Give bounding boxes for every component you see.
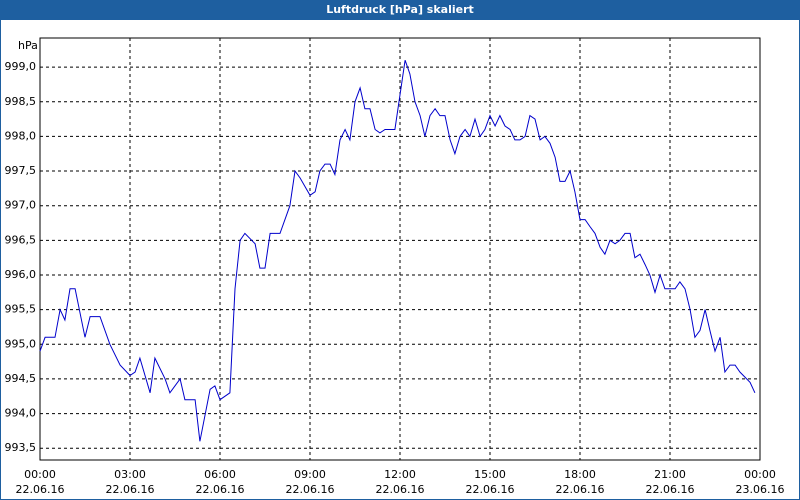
x-tick-label: 03:00 <box>114 468 146 481</box>
y-tick-label: 995,5 <box>5 303 37 316</box>
data-line <box>39 60 756 442</box>
x-tick-date: 22.06.16 <box>556 483 605 496</box>
x-tick-date: 22.06.16 <box>196 483 245 496</box>
chart-title: Luftdruck [hPa] skaliert <box>326 3 474 16</box>
y-tick-label: 995,0 <box>5 337 37 350</box>
y-tick-label: 996,0 <box>5 268 37 281</box>
y-tick-label: 997,5 <box>5 164 37 177</box>
x-tick-date: 22.06.16 <box>16 483 65 496</box>
y-tick-label: 998,0 <box>5 129 37 142</box>
x-tick-label: 00:00 <box>744 468 776 481</box>
x-tick-label: 06:00 <box>204 468 236 481</box>
x-tick-date: 22.06.16 <box>646 483 695 496</box>
x-tick-date: 22.06.16 <box>286 483 335 496</box>
y-tick-label: 997,0 <box>5 199 37 212</box>
x-tick-label: 09:00 <box>294 468 326 481</box>
x-tick-date: 22.06.16 <box>106 483 155 496</box>
y-tick-label: 996,5 <box>5 233 37 246</box>
x-tick-label: 18:00 <box>564 468 596 481</box>
y-tick-label: 998,5 <box>5 95 37 108</box>
x-tick-date: 22.06.16 <box>466 483 515 496</box>
x-tick-label: 15:00 <box>474 468 506 481</box>
y-unit: hPa <box>18 39 38 52</box>
y-tick-label: 994,5 <box>5 372 37 385</box>
y-tick-label: 999,0 <box>5 60 37 73</box>
x-tick-date: 22.06.16 <box>376 483 425 496</box>
y-tick-label: 994,0 <box>5 407 37 420</box>
x-tick-label: 21:00 <box>654 468 686 481</box>
y-tick-label: 993,5 <box>5 441 37 454</box>
x-tick-label: 12:00 <box>384 468 416 481</box>
x-tick-date: 23.06.16 <box>736 483 785 496</box>
x-tick-label: 00:00 <box>24 468 56 481</box>
title-bar <box>0 0 800 20</box>
